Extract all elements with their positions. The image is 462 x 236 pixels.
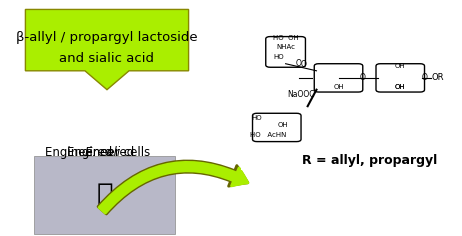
Text: OH: OH <box>278 122 289 128</box>
Text: O: O <box>360 73 366 82</box>
Polygon shape <box>25 9 188 90</box>
FancyBboxPatch shape <box>253 113 301 142</box>
FancyBboxPatch shape <box>376 64 425 92</box>
Text: NHAc: NHAc <box>276 44 295 50</box>
Text: 🧪: 🧪 <box>97 181 113 209</box>
Text: Engineered: Engineered <box>45 146 116 159</box>
Text: O: O <box>296 59 302 68</box>
Text: OR: OR <box>432 73 444 82</box>
Text: OH: OH <box>395 63 406 69</box>
Text: Engineered: Engineered <box>67 146 138 159</box>
Text: and sialic acid: and sialic acid <box>60 52 154 66</box>
Text: HO: HO <box>274 54 284 60</box>
Text: NaOOC: NaOOC <box>287 90 315 99</box>
Text: HO  OH: HO OH <box>273 35 298 41</box>
Text: R = allyl, propargyl: R = allyl, propargyl <box>302 154 437 167</box>
Text: HO   AcHN: HO AcHN <box>250 131 286 138</box>
Text: E. coli: E. coli <box>85 146 120 159</box>
FancyArrowPatch shape <box>98 161 248 214</box>
FancyBboxPatch shape <box>266 37 305 67</box>
FancyBboxPatch shape <box>314 64 363 92</box>
Text: OH: OH <box>395 84 406 90</box>
Text: β-allyl / propargyl lactoside: β-allyl / propargyl lactoside <box>16 31 198 44</box>
Text: cells: cells <box>120 146 151 159</box>
Text: OH: OH <box>395 84 406 90</box>
Text: O: O <box>422 73 427 82</box>
Text: O: O <box>300 60 306 69</box>
Text: OH: OH <box>333 84 344 90</box>
Text: HO: HO <box>252 115 262 121</box>
FancyBboxPatch shape <box>34 156 176 234</box>
FancyBboxPatch shape <box>242 9 457 170</box>
FancyArrowPatch shape <box>99 162 248 213</box>
